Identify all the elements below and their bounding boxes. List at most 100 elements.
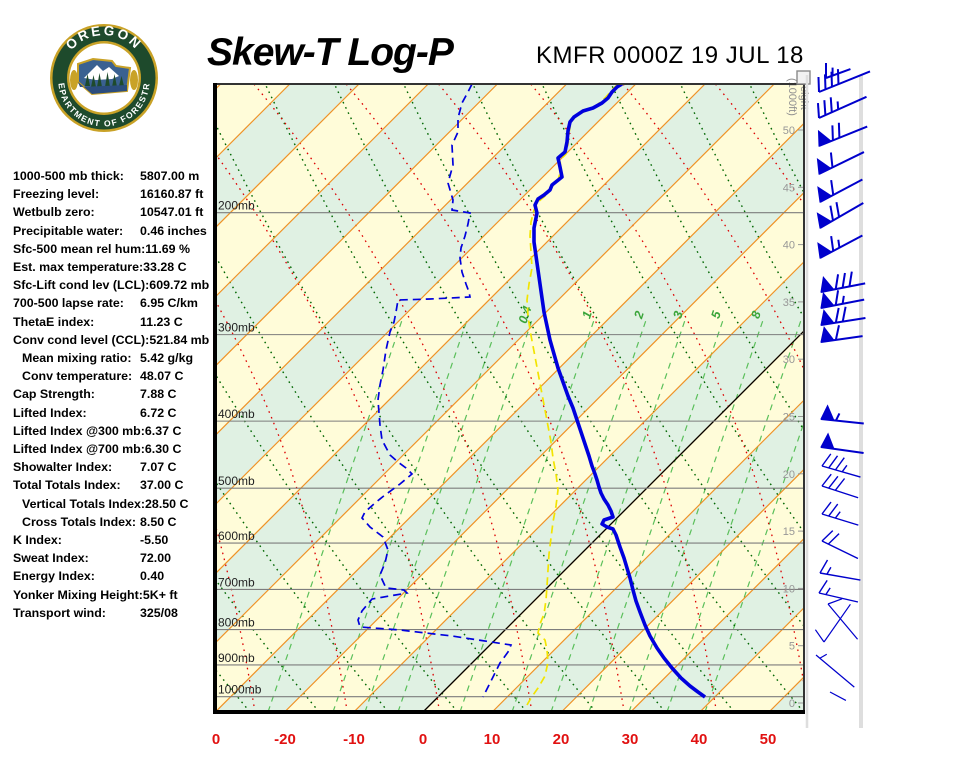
index-value: 6.37 C — [144, 423, 182, 438]
index-value: -5.50 — [140, 533, 169, 548]
wind-barb — [818, 580, 859, 603]
mixing-ratio-label: 0.4 — [516, 304, 535, 325]
index-value: 72.00 — [140, 551, 172, 566]
index-label: Freezing level: — [13, 187, 100, 202]
index-value: 7.88 C — [140, 387, 177, 402]
index-value: 16160.87 ft — [140, 187, 204, 202]
temp-axis-label: -10 — [343, 731, 365, 748]
index-row: Conv cond level (CCL):521.84 mb — [13, 331, 218, 349]
index-row: Lifted Index @700 mb:6.30 C — [13, 440, 218, 458]
temp-axis-label: 0 — [212, 731, 220, 748]
wind-barb — [821, 530, 859, 560]
index-label: ThetaE index: — [13, 314, 95, 329]
index-label: Sweat Index: — [13, 551, 89, 566]
wind-barb — [820, 432, 864, 454]
station-datetime: KMFR 0000Z 19 JUL 18 — [536, 42, 804, 69]
height-tick-label: 45 — [783, 182, 795, 194]
index-row: Cross Totals Index: 8.50 C — [13, 513, 218, 531]
page-title: Skew-T Log-P — [207, 31, 454, 74]
index-row: Cap Strength: 7.88 C — [13, 385, 218, 403]
height-tick-label: 5 — [789, 641, 795, 653]
height-tick-label: 0 — [789, 698, 795, 710]
height-tick-label: 30 — [783, 354, 795, 366]
temperature-curve — [532, 84, 707, 699]
isotherms — [215, 84, 804, 712]
pressure-label: 900mb — [218, 651, 255, 665]
index-label: Lifted Index @300 mb: — [13, 423, 145, 438]
index-value: 6.30 C — [144, 442, 182, 457]
mixing-ratio-label: 2 — [631, 309, 647, 321]
wind-barb — [820, 306, 866, 326]
zero-degree-isotherm — [422, 330, 804, 712]
index-row: Conv temperature: 48.07 C — [13, 367, 218, 385]
temp-axis-label: 30 — [622, 731, 639, 748]
index-value: 7.07 C — [140, 460, 177, 475]
background-bands — [215, 84, 804, 712]
wind-barb — [819, 559, 861, 581]
index-row: Est. max temperature:33.28 C — [13, 258, 218, 276]
wind-barb — [829, 691, 847, 701]
index-row: Wetbulb zero: 10547.01 ft — [13, 203, 218, 221]
index-row: K Index: -5.50 — [13, 531, 218, 549]
pressure-levels: 200mb 300mb 400mb 500mb 600mb 700mb 800mb 900mb… — [215, 199, 804, 698]
index-label: Mean mixing ratio: — [22, 351, 132, 366]
height-tick-label: 35 — [783, 297, 795, 309]
index-label: Wetbulb zero: — [13, 205, 95, 220]
index-value: 33.28 C — [143, 260, 187, 275]
index-label: Total Totals Index: — [13, 478, 121, 493]
index-value: 5807.00 m — [140, 169, 200, 183]
index-value: 6.72 C — [140, 405, 177, 420]
index-row: Energy Index: 0.40 — [13, 567, 218, 585]
logo-mountain — [84, 65, 119, 80]
wind-barbs — [814, 63, 871, 701]
index-value: 521.84 mb — [149, 332, 210, 347]
pressure-label: 800mb — [218, 616, 255, 630]
logo-water — [78, 82, 127, 94]
index-value: 48.07 C — [140, 369, 184, 384]
index-row: Showalter Index: 7.07 C — [13, 458, 218, 476]
index-label: Transport wind: — [13, 605, 106, 620]
logo-trees — [85, 72, 124, 87]
wetbulb-curve — [526, 84, 619, 706]
index-row: Sweat Index: 72.00 — [13, 549, 218, 567]
temp-axis-label: 0 — [419, 731, 427, 748]
index-row: ThetaE index: 11.23 C — [13, 313, 218, 331]
mixing-ratio-label: 5 — [708, 308, 724, 320]
dewpoint-curve — [357, 84, 513, 698]
mixing-ratio-label: 3 — [670, 309, 685, 320]
index-label: Conv temperature: — [22, 369, 133, 384]
wind-barb — [815, 653, 855, 688]
temp-axis-label: -20 — [274, 731, 296, 748]
temp-axis-label: 10 — [484, 731, 501, 748]
index-label: Energy Index: — [13, 569, 95, 584]
index-value: 0.40 — [140, 569, 165, 584]
temperature-axis: 0 -20 -10 0 10 20 30 40 50 — [212, 731, 777, 748]
index-value: 11.69 % — [145, 241, 191, 256]
index-row: 700-500 lapse rate: 6.95 C/km — [13, 294, 218, 312]
index-row: Lifted Index: 6.72 C — [13, 404, 218, 422]
mixing-ratio-label: 1 — [579, 309, 594, 320]
index-label: Vertical Totals Index: — [22, 496, 146, 511]
wind-barb — [816, 151, 865, 175]
logo-right-wing — [130, 70, 138, 90]
index-row: Lifted Index @300 mb:6.37 C — [13, 422, 218, 440]
wind-barb — [827, 598, 859, 640]
pressure-label: 300mb — [218, 321, 255, 335]
wind-barb — [817, 122, 868, 147]
index-value: 10547.01 ft — [140, 205, 204, 220]
wind-barb — [820, 404, 864, 425]
index-label: K Index: — [13, 533, 62, 548]
temp-axis-label: 40 — [691, 731, 708, 748]
mixing-ratio-lines — [267, 319, 804, 712]
index-label: Est. max temperature: — [13, 260, 144, 275]
wind-barb — [817, 69, 871, 93]
pressure-label: 200mb — [218, 199, 255, 213]
index-value: 11.23 C — [140, 314, 183, 329]
index-value: 5.42 g/kg — [140, 351, 194, 366]
wind-barb — [820, 271, 866, 293]
index-label: Lifted Index: — [13, 405, 87, 420]
index-row: Precipitable water: 0.46 inches — [13, 222, 218, 240]
index-label: Showalter Index: — [13, 460, 113, 475]
index-label: Cap Strength: — [13, 387, 95, 402]
